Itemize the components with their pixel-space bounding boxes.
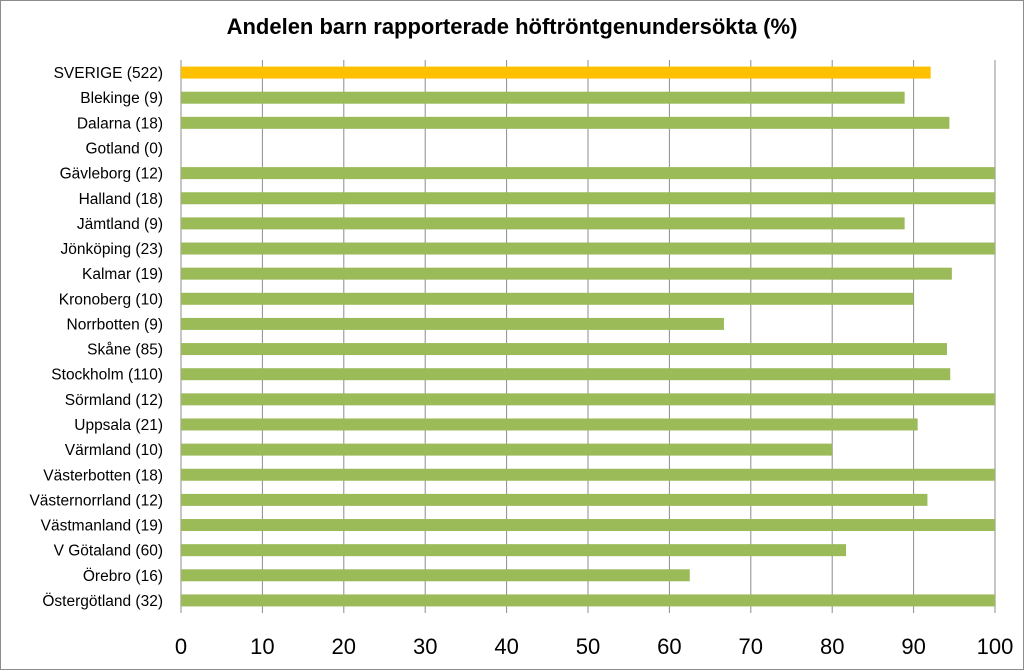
tick-label-80: 80 bbox=[820, 634, 844, 659]
category-label-7: Jönköping (23) bbox=[60, 241, 163, 258]
category-label-11: Skåne (85) bbox=[87, 342, 163, 359]
category-label-18: Västmanland (19) bbox=[41, 518, 163, 535]
bar-17 bbox=[181, 493, 928, 506]
category-label-8: Kalmar (19) bbox=[82, 266, 163, 283]
bars bbox=[181, 66, 995, 607]
category-label-13: Sörmland (12) bbox=[65, 392, 163, 409]
bar-1 bbox=[181, 91, 905, 104]
category-label-5: Halland (18) bbox=[79, 191, 163, 208]
bar-12 bbox=[181, 368, 951, 381]
category-label-10: Norrbotten (9) bbox=[67, 316, 163, 333]
category-label-16: Västerbotten (18) bbox=[43, 467, 163, 484]
bar-11 bbox=[181, 343, 947, 356]
category-label-2: Dalarna (18) bbox=[77, 115, 163, 132]
bar-0 bbox=[181, 66, 931, 79]
bar-6 bbox=[181, 217, 905, 230]
bar-15 bbox=[181, 443, 833, 456]
category-label-21: Östergötland (32) bbox=[42, 592, 163, 610]
category-label-1: Blekinge (9) bbox=[80, 90, 163, 107]
chart-title: Andelen barn rapporterade höftröntgenund… bbox=[226, 14, 798, 39]
category-label-15: Värmland (10) bbox=[65, 442, 163, 459]
bar-10 bbox=[181, 317, 724, 330]
category-label-19: V Götaland (60) bbox=[54, 543, 163, 560]
bar-5 bbox=[181, 192, 995, 205]
bar-16 bbox=[181, 468, 995, 481]
bar-13 bbox=[181, 393, 995, 406]
tick-label-100: 100 bbox=[977, 634, 1014, 659]
bar-4 bbox=[181, 167, 995, 180]
bar-21 bbox=[181, 594, 995, 607]
tick-label-70: 70 bbox=[739, 634, 763, 659]
bar-20 bbox=[181, 569, 690, 582]
category-label-4: Gävleborg (12) bbox=[60, 166, 163, 183]
tick-label-50: 50 bbox=[576, 634, 600, 659]
bar-18 bbox=[181, 519, 995, 532]
category-label-17: Västernorrland (12) bbox=[29, 492, 163, 509]
category-label-20: Örebro (16) bbox=[83, 567, 163, 585]
bar-8 bbox=[181, 267, 952, 280]
tick-label-90: 90 bbox=[901, 634, 925, 659]
tick-label-40: 40 bbox=[494, 634, 518, 659]
bar-19 bbox=[181, 544, 847, 557]
tick-label-10: 10 bbox=[250, 634, 274, 659]
tick-label-0: 0 bbox=[175, 634, 187, 659]
category-label-14: Uppsala (21) bbox=[74, 417, 163, 434]
bar-14 bbox=[181, 418, 918, 431]
tick-label-60: 60 bbox=[657, 634, 681, 659]
bar-7 bbox=[181, 242, 995, 255]
category-label-0: SVERIGE (522) bbox=[54, 65, 163, 82]
tick-label-20: 20 bbox=[332, 634, 356, 659]
category-label-6: Jämtland (9) bbox=[77, 216, 163, 233]
tick-labels: 0 10 20 30 40 50 60 70 80 90 100 bbox=[175, 634, 1013, 659]
category-label-9: Kronoberg (10) bbox=[59, 291, 163, 308]
bar-2 bbox=[181, 116, 950, 129]
category-labels: SVERIGE (522) Blekinge (9) Dalarna (18) Got… bbox=[29, 65, 163, 610]
tick-label-30: 30 bbox=[413, 634, 437, 659]
bar-9 bbox=[181, 292, 914, 305]
category-label-3: Gotland (0) bbox=[85, 140, 163, 157]
category-label-12: Stockholm (110) bbox=[51, 367, 163, 384]
